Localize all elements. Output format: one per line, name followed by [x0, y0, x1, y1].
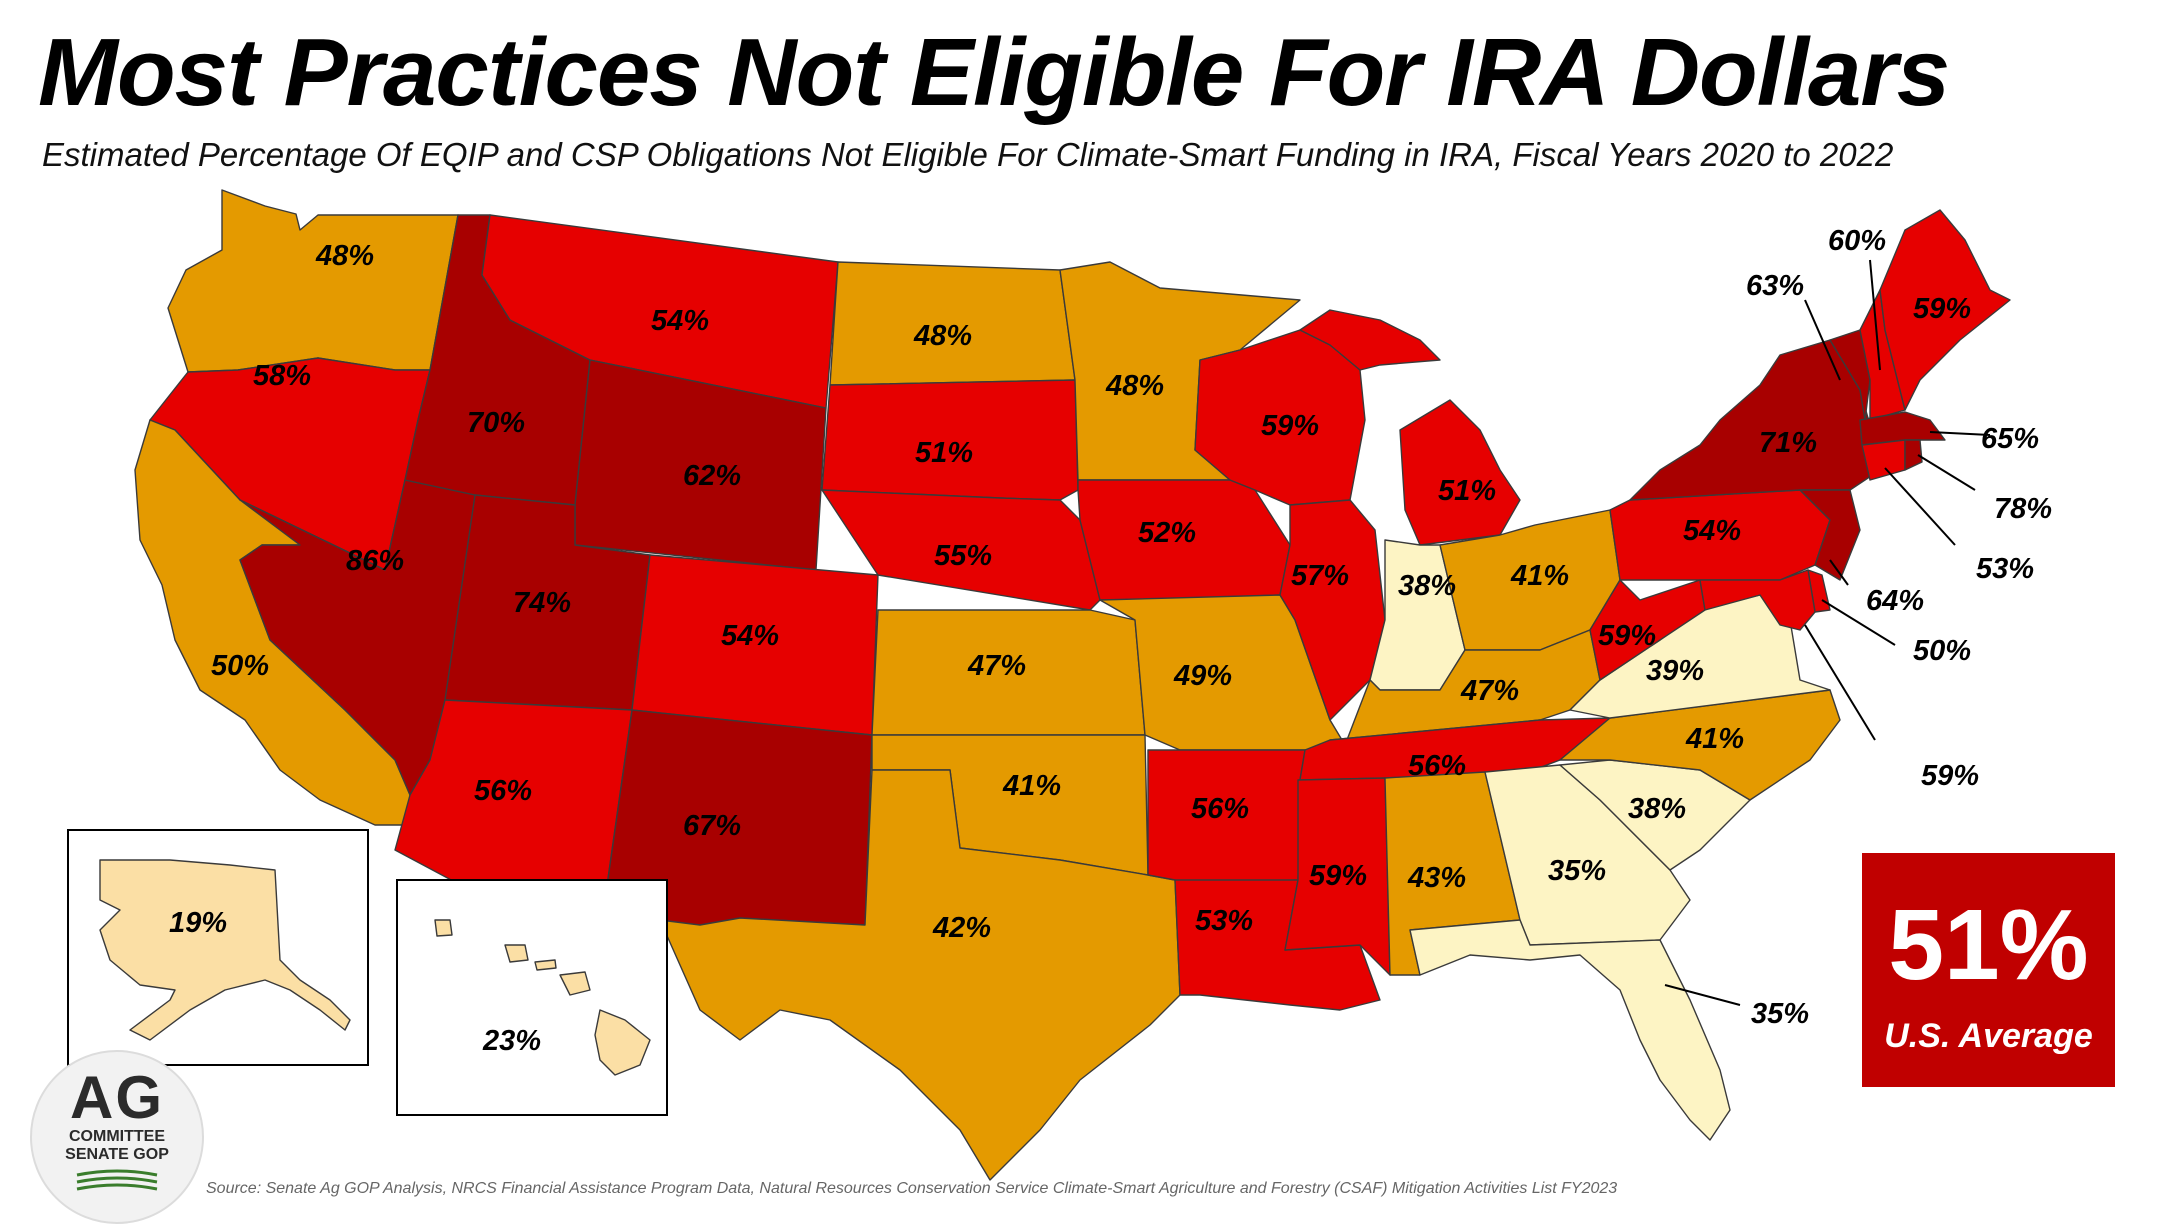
label-ok: 41%	[1002, 770, 1061, 802]
label-ky: 47%	[1460, 675, 1519, 707]
label-nc: 41%	[1685, 723, 1744, 755]
us-average-label: U.S. Average	[1884, 1017, 2093, 1055]
state-hi-maui	[559, 971, 591, 996]
state-ny	[1629, 339, 1881, 501]
map-subtitle: Estimated Percentage Of EQIP and CSP Obl…	[42, 136, 1894, 173]
label-oh: 41%	[1510, 560, 1569, 592]
label-nv: 86%	[346, 545, 404, 577]
label-va: 39%	[1646, 655, 1704, 687]
label-ks: 47%	[967, 650, 1026, 682]
logo-field-rows-icon	[76, 1169, 158, 1191]
state-hi-kauai	[434, 919, 453, 937]
label-ri: 78%	[1994, 493, 2052, 525]
state-me	[1879, 209, 2011, 411]
label-la: 53%	[1195, 905, 1253, 937]
state-il	[1279, 499, 1386, 721]
state-wa	[167, 189, 459, 373]
label-me: 59%	[1913, 293, 1971, 325]
state-tx	[659, 769, 1181, 1181]
label-hi: 23%	[482, 1025, 541, 1057]
label-ms: 59%	[1309, 860, 1367, 892]
state-hi-oahu	[504, 944, 529, 963]
state-wi	[1194, 329, 1366, 506]
map-title: Most Practices Not Eligible For IRA Doll…	[38, 19, 1950, 126]
label-nd: 48%	[913, 320, 972, 352]
state-nc	[1559, 689, 1841, 801]
state-mi	[1399, 399, 1521, 546]
state-hi-big-island	[594, 1009, 651, 1076]
logo-senate-gop-text: SENATE GOP	[65, 1146, 169, 1164]
label-il: 57%	[1291, 560, 1349, 592]
label-sc: 38%	[1628, 793, 1686, 825]
label-ar: 56%	[1191, 793, 1249, 825]
label-ut: 74%	[513, 587, 571, 619]
label-tn: 56%	[1408, 750, 1466, 782]
state-nj	[1799, 489, 1861, 581]
label-ny: 71%	[1759, 427, 1817, 459]
label-pa: 54%	[1683, 515, 1741, 547]
state-hi-molokai	[534, 959, 557, 971]
label-ca: 50%	[211, 650, 269, 682]
label-al: 43%	[1407, 862, 1466, 894]
us-average-box: 51% U.S. Average	[1862, 853, 2115, 1087]
label-ak: 19%	[169, 907, 227, 939]
label-id: 70%	[467, 407, 525, 439]
label-md: 59%	[1921, 760, 1979, 792]
label-or: 58%	[253, 360, 311, 392]
label-mo: 49%	[1173, 660, 1232, 692]
label-fl: 35%	[1751, 998, 1809, 1030]
label-ct: 53%	[1976, 553, 2034, 585]
ag-committee-logo: AG COMMITTEE SENATE GOP	[30, 1050, 204, 1224]
label-de: 50%	[1913, 635, 1971, 667]
label-ia: 52%	[1138, 517, 1196, 549]
label-mi: 51%	[1438, 475, 1496, 507]
label-nm: 67%	[683, 810, 741, 842]
state-ri	[1904, 439, 1923, 471]
state-vt	[1829, 329, 1871, 421]
label-wy: 62%	[683, 460, 741, 492]
state-md	[1699, 569, 1816, 631]
state-ct	[1861, 439, 1906, 481]
label-nh: 60%	[1828, 225, 1886, 257]
label-co: 54%	[721, 620, 779, 652]
label-sd: 51%	[915, 437, 973, 469]
logo-ag-text: AG	[70, 1064, 164, 1131]
label-tx: 42%	[932, 912, 991, 944]
label-wi: 59%	[1261, 410, 1319, 442]
us-average-value: 51%	[1888, 889, 2089, 1001]
label-az: 56%	[474, 775, 532, 807]
hawaii-inset-frame	[396, 879, 668, 1116]
logo-committee-text: COMMITTEE	[69, 1128, 165, 1145]
label-nj: 64%	[1866, 585, 1924, 617]
label-ma: 65%	[1981, 423, 2039, 455]
label-ne: 55%	[934, 540, 992, 572]
source-note: Source: Senate Ag GOP Analysis, NRCS Fin…	[206, 1180, 1618, 1197]
label-ga: 35%	[1548, 855, 1606, 887]
label-mn: 48%	[1105, 370, 1164, 402]
callout-arrows	[1664, 259, 1991, 1006]
state-mi-up	[1299, 309, 1441, 371]
label-vt: 63%	[1746, 270, 1804, 302]
label-mt: 54%	[651, 305, 709, 337]
label-wv: 59%	[1598, 620, 1656, 652]
state-ak	[99, 859, 351, 1041]
state-fl	[1409, 919, 1731, 1141]
label-wa: 48%	[315, 240, 374, 272]
label-in: 38%	[1398, 570, 1456, 602]
state-wy	[574, 359, 827, 571]
